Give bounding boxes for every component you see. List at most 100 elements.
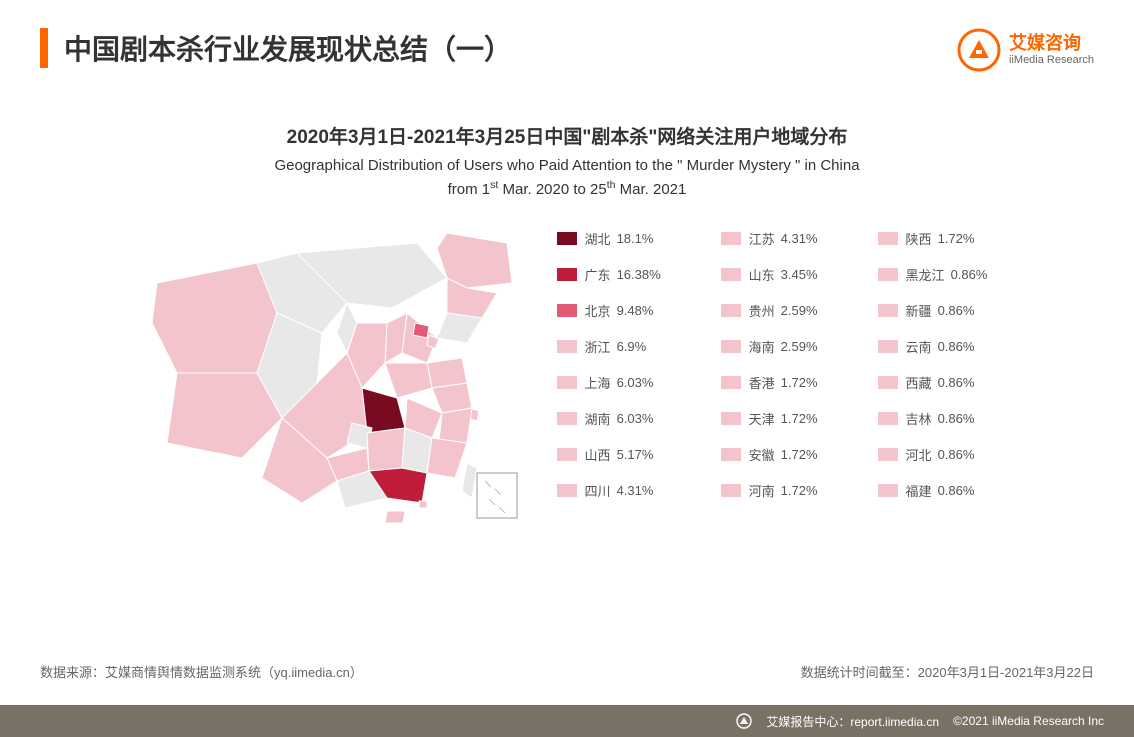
chart-body: 湖北18.1%广东16.38%北京9.48%浙江6.9%上海6.03%湖南6.0…	[40, 223, 1094, 523]
footer-bar: 艾媒报告中心：report.iimedia.cn ©2021 iiMedia R…	[0, 705, 1134, 737]
legend-swatch	[721, 412, 741, 425]
legend-item: 四川4.31%	[557, 481, 661, 500]
legend-region-name: 安徽	[749, 445, 775, 464]
legend-item: 西藏 0.86%	[878, 373, 988, 392]
legend-region-name: 陕西	[906, 229, 932, 248]
legend-item: 浙江 6.9%	[557, 337, 661, 356]
legend-region-name: 北京	[585, 301, 611, 320]
legend-region-value: 16.38%	[617, 267, 661, 282]
footer-copyright: ©2021 iiMedia Research Inc	[953, 714, 1104, 728]
legend-region-value: 5.17%	[617, 447, 654, 462]
legend-swatch	[557, 376, 577, 389]
footer-logo-icon	[736, 713, 752, 729]
legend-region-value: 6.03%	[617, 375, 654, 390]
legend-swatch	[557, 304, 577, 317]
legend-region-value: 0.86%	[938, 375, 975, 390]
map-region-湖南	[367, 428, 405, 471]
legend-region-name: 新疆	[906, 301, 932, 320]
legend-region-name: 天津	[749, 409, 775, 428]
legend-region-name: 黑龙江	[906, 265, 945, 284]
legend-swatch	[557, 448, 577, 461]
brand-logo: 艾媒咨询 iiMedia Research	[957, 28, 1094, 72]
map-region-浙江	[439, 408, 472, 443]
legend-item: 江苏 4.31%	[721, 229, 818, 248]
legend-region-name: 山西	[585, 445, 611, 464]
legend-region-name: 吉林	[906, 409, 932, 428]
brand-name-cn: 艾媒咨询	[1009, 34, 1094, 54]
brand-name-en: iiMedia Research	[1009, 54, 1094, 66]
legend-item: 河南 1.72%	[721, 481, 818, 500]
legend-region-name: 广东	[585, 265, 611, 284]
map-region-香港	[419, 501, 427, 508]
header: 中国剧本杀行业发展现状总结（一） 艾媒咨询 iiMedia Research	[0, 0, 1134, 72]
legend-item: 湖北 18.1%	[557, 229, 661, 248]
legend-region-name: 湖北	[585, 229, 611, 248]
legend-item: 上海 6.03%	[557, 373, 661, 392]
legend-region-value: 6.9%	[617, 339, 647, 354]
legend-region-value: 0.86%	[938, 411, 975, 426]
legend-swatch	[878, 376, 898, 389]
legend-item: 海南2.59%	[721, 337, 818, 356]
legend-region-value: 3.45%	[781, 267, 818, 282]
map-region-海南	[385, 511, 405, 523]
footer-report-center: 艾媒报告中心：report.iimedia.cn	[766, 713, 939, 730]
legend-item: 广东 16.38%	[557, 265, 661, 284]
legend-item: 福建0.86%	[878, 481, 988, 500]
south-sea-inset	[477, 473, 517, 518]
legend-column: 湖北18.1%广东16.38%北京9.48%浙江6.9%上海6.03%湖南6.0…	[557, 229, 661, 500]
legend-region-value: 4.31%	[781, 231, 818, 246]
chart-title-en: Geographical Distribution of Users who P…	[40, 155, 1094, 201]
map-region-北京	[413, 323, 429, 338]
legend-region-value: 18.1%	[617, 231, 654, 246]
page-title: 中国剧本杀行业发展现状总结（一）	[64, 28, 512, 68]
legend-swatch	[721, 484, 741, 497]
legend-region-value: 1.72%	[781, 483, 818, 498]
legend-region-value: 0.86%	[938, 447, 975, 462]
legend-region-value: 4.31%	[617, 483, 654, 498]
legend-region-name: 西藏	[906, 373, 932, 392]
legend-item: 安徽1.72%	[721, 445, 818, 464]
footer-meta: 数据来源：艾媒商情舆情数据监测系统（yq.iimedia.cn） 数据统计时间截…	[40, 662, 1094, 681]
chart-title-en-line2: from 1st Mar. 2020 to 25th Mar. 2021	[448, 181, 687, 198]
map-region-辽宁	[437, 313, 482, 343]
chart-title-cn: 2020年3月1日-2021年3月25日中国"剧本杀"网络关注用户地域分布	[40, 122, 1094, 149]
legend-item: 新疆0.86%	[878, 301, 988, 320]
legend-region-value: 1.72%	[781, 375, 818, 390]
legend-swatch	[878, 484, 898, 497]
legend-swatch	[721, 448, 741, 461]
legend-swatch	[721, 376, 741, 389]
legend-region-value: 1.72%	[781, 411, 818, 426]
china-map	[147, 223, 527, 523]
map-region-福建	[427, 438, 467, 478]
legend-region-name: 香港	[749, 373, 775, 392]
legend-region-name: 江苏	[749, 229, 775, 248]
legend-region-name: 山东	[749, 265, 775, 284]
chart-title-en-line1: Geographical Distribution of Users who P…	[274, 157, 859, 174]
legend-swatch	[878, 232, 898, 245]
legend-item: 山西 5.17%	[557, 445, 661, 464]
legend-region-name: 海南	[749, 337, 775, 356]
legend-swatch	[721, 232, 741, 245]
legend-swatch	[721, 268, 741, 281]
legend-region-name: 河南	[749, 481, 775, 500]
title-block: 中国剧本杀行业发展现状总结（一）	[40, 28, 512, 68]
title-accent-bar	[40, 28, 48, 68]
map-region-台湾	[462, 463, 477, 498]
legend-swatch	[878, 268, 898, 281]
legend: 湖北18.1%广东16.38%北京9.48%浙江6.9%上海6.03%湖南6.0…	[557, 223, 988, 500]
legend-swatch	[878, 448, 898, 461]
data-source-label: 数据来源：艾媒商情舆情数据监测系统（yq.iimedia.cn）	[40, 662, 363, 681]
legend-item: 湖南6.03%	[557, 409, 661, 428]
brand-logo-text: 艾媒咨询 iiMedia Research	[1009, 34, 1094, 66]
map-region-新疆	[152, 263, 277, 373]
legend-item: 吉林 0.86%	[878, 409, 988, 428]
legend-swatch	[878, 412, 898, 425]
legend-region-value: 2.59%	[781, 303, 818, 318]
legend-region-value: 0.86%	[951, 267, 988, 282]
legend-column: 陕西1.72%黑龙江0.86%新疆0.86%云南0.86%西藏0.86%吉林0.…	[878, 229, 988, 500]
legend-region-name: 浙江	[585, 337, 611, 356]
legend-region-name: 上海	[585, 373, 611, 392]
legend-item: 山东 3.45%	[721, 265, 818, 284]
legend-item: 香港 1.72%	[721, 373, 818, 392]
brand-logo-icon	[957, 28, 1001, 72]
